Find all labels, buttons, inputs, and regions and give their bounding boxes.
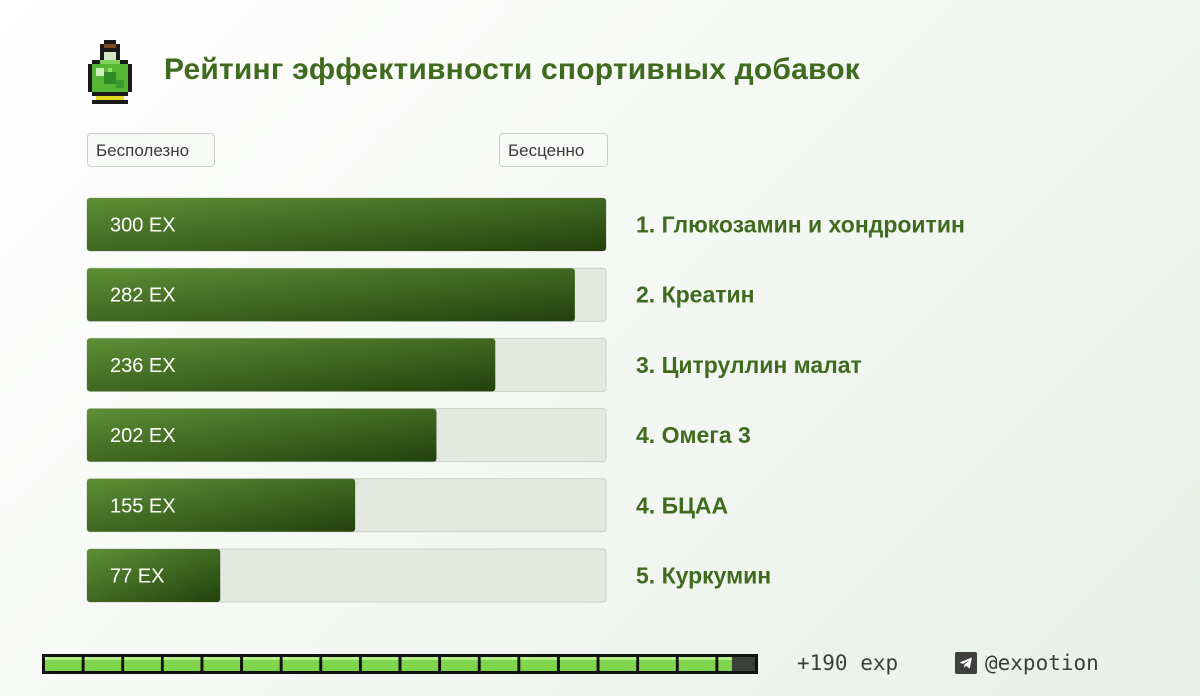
bar-chart: 300 EX 1. Глюкозамин и хондроитин 282 EX 2.…	[86, 197, 965, 603]
bar	[87, 198, 606, 251]
xp-segment-filled	[361, 657, 399, 671]
xp-segment-filled	[401, 657, 439, 671]
xp-segment-filled	[599, 657, 637, 671]
xp-segment-filled	[520, 657, 557, 671]
xp-segment-filled	[718, 657, 732, 671]
xp-segment-filled	[639, 657, 676, 671]
telegram-icon	[955, 652, 977, 674]
xp-segment-filled	[322, 657, 359, 671]
xp-segment-highlight	[243, 657, 280, 660]
xp-segment-filled	[243, 657, 280, 671]
xp-segment-highlight	[599, 657, 637, 660]
bar	[87, 268, 575, 322]
xp-progress-bar	[42, 654, 758, 674]
scale-max-label: Бесценно	[499, 133, 608, 167]
category-label: 3. Цитруллин малат	[636, 352, 862, 378]
page-title: Рейтинг эффективности спортивных добавок	[164, 53, 860, 86]
xp-segment-filled	[441, 657, 478, 671]
xp-segment-highlight	[124, 657, 161, 660]
xp-segment-highlight	[441, 657, 478, 660]
bar-value-label: 282 EX	[110, 285, 176, 307]
xp-segment-filled	[124, 657, 161, 671]
bar	[87, 408, 437, 462]
category-label: 5. Куркумин	[636, 563, 771, 589]
xp-segment-highlight	[163, 657, 201, 660]
xp-segment-filled	[45, 657, 82, 671]
xp-segment-highlight	[639, 657, 676, 660]
category-label: 2. Креатин	[636, 282, 755, 308]
potion-bottle-icon	[88, 40, 132, 104]
bar	[87, 549, 221, 602]
xp-segment-highlight	[203, 657, 241, 660]
bar-value-label: 155 EX	[110, 495, 176, 517]
xp-segment-highlight	[322, 657, 359, 660]
bar-value-label: 202 EX	[110, 425, 176, 447]
xp-segment-highlight	[718, 657, 732, 660]
xp-segment-highlight	[84, 657, 122, 660]
bar-value-label: 236 EX	[110, 355, 176, 377]
xp-segment-highlight	[401, 657, 439, 660]
bar	[87, 478, 356, 532]
xp-segment-highlight	[45, 657, 82, 660]
xp-segment-highlight	[282, 657, 320, 660]
scale-min-label: Бесполезно	[87, 133, 215, 167]
xp-segment-highlight	[559, 657, 597, 660]
telegram-handle: @expotion	[985, 651, 1099, 675]
exp-counter: +190 exp	[797, 651, 899, 675]
xp-segment-filled	[480, 657, 518, 671]
category-label: 4. Омега 3	[636, 422, 751, 448]
xp-segment-highlight	[520, 657, 557, 660]
category-label: 1. Глюкозамин и хондроитин	[636, 212, 965, 238]
category-label: 4. БЦАА	[636, 492, 728, 518]
xp-segment-highlight	[361, 657, 399, 660]
xp-segment-filled	[678, 657, 716, 671]
xp-segment-filled	[84, 657, 122, 671]
xp-segment-filled	[163, 657, 201, 671]
xp-segment-filled	[559, 657, 597, 671]
xp-segment-highlight	[480, 657, 518, 660]
xp-segment-highlight	[678, 657, 716, 660]
bar	[87, 338, 496, 392]
xp-segment-filled	[203, 657, 241, 671]
bar-value-label: 300 EX	[110, 215, 176, 237]
bar-value-label: 77 EX	[110, 566, 164, 588]
xp-segment-filled	[282, 657, 320, 671]
